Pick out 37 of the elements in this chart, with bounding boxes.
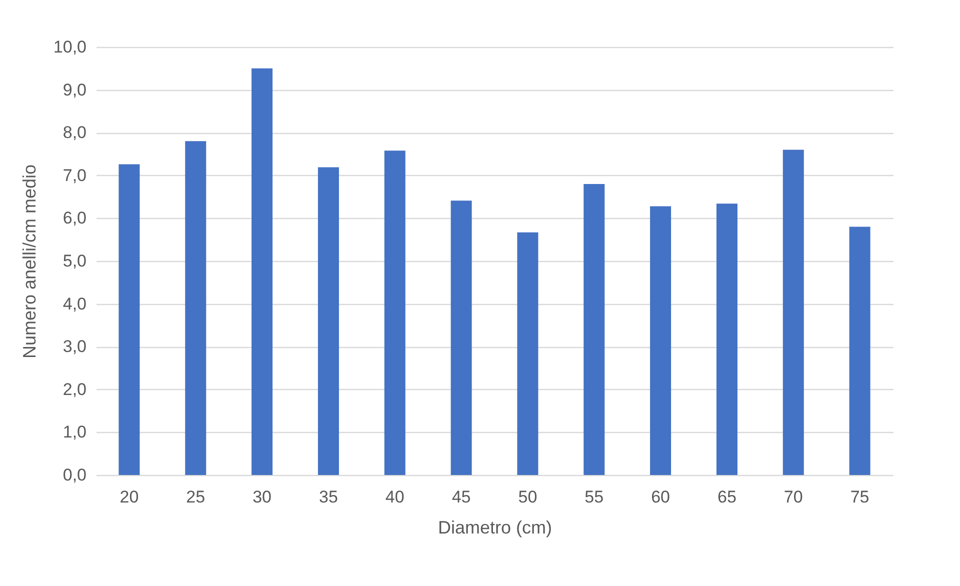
- x-tick-label: 30: [252, 488, 272, 506]
- y-tick-label: 10,0: [53, 38, 86, 56]
- x-tick-label: 25: [186, 488, 206, 506]
- y-tick-label: 8,0: [62, 123, 86, 142]
- x-tick-label: 35: [318, 488, 338, 506]
- bar: [252, 68, 273, 475]
- x-tick-label: 60: [651, 488, 670, 506]
- y-tick-label: 1,0: [62, 422, 86, 442]
- y-tick-label: 6,0: [62, 208, 86, 228]
- bar: [450, 200, 472, 475]
- bar: [782, 150, 804, 475]
- y-tick-label: 5,0: [62, 252, 86, 270]
- x-axis-title: Diametro (cm): [438, 518, 552, 538]
- bar: [650, 206, 672, 475]
- x-tick-label: 20: [120, 488, 139, 506]
- y-tick-label: 9,0: [62, 80, 86, 100]
- y-tick-label: 2,0: [62, 380, 86, 399]
- bar: [185, 141, 206, 475]
- bar: [716, 204, 738, 475]
- bar: [118, 164, 140, 475]
- bar: [849, 226, 870, 475]
- y-axis-title: Numero anelli/cm medio: [19, 164, 40, 359]
- x-tick-label: 55: [584, 488, 604, 506]
- x-tick-label: 75: [850, 488, 870, 506]
- x-tick-label: 50: [518, 488, 538, 506]
- x-tick-label: 65: [717, 488, 736, 506]
- x-tick-label: 40: [385, 488, 404, 506]
- y-tick-label: 4,0: [62, 294, 86, 314]
- bar: [384, 150, 406, 475]
- x-tick-label: 70: [784, 488, 803, 506]
- x-tick-label: 45: [452, 488, 471, 506]
- bar: [517, 232, 538, 475]
- bar: [318, 167, 339, 475]
- y-tick-label: 3,0: [62, 337, 86, 356]
- y-tick-label: 7,0: [62, 166, 86, 185]
- bar: [584, 184, 605, 475]
- y-tick-label: 0,0: [62, 466, 86, 484]
